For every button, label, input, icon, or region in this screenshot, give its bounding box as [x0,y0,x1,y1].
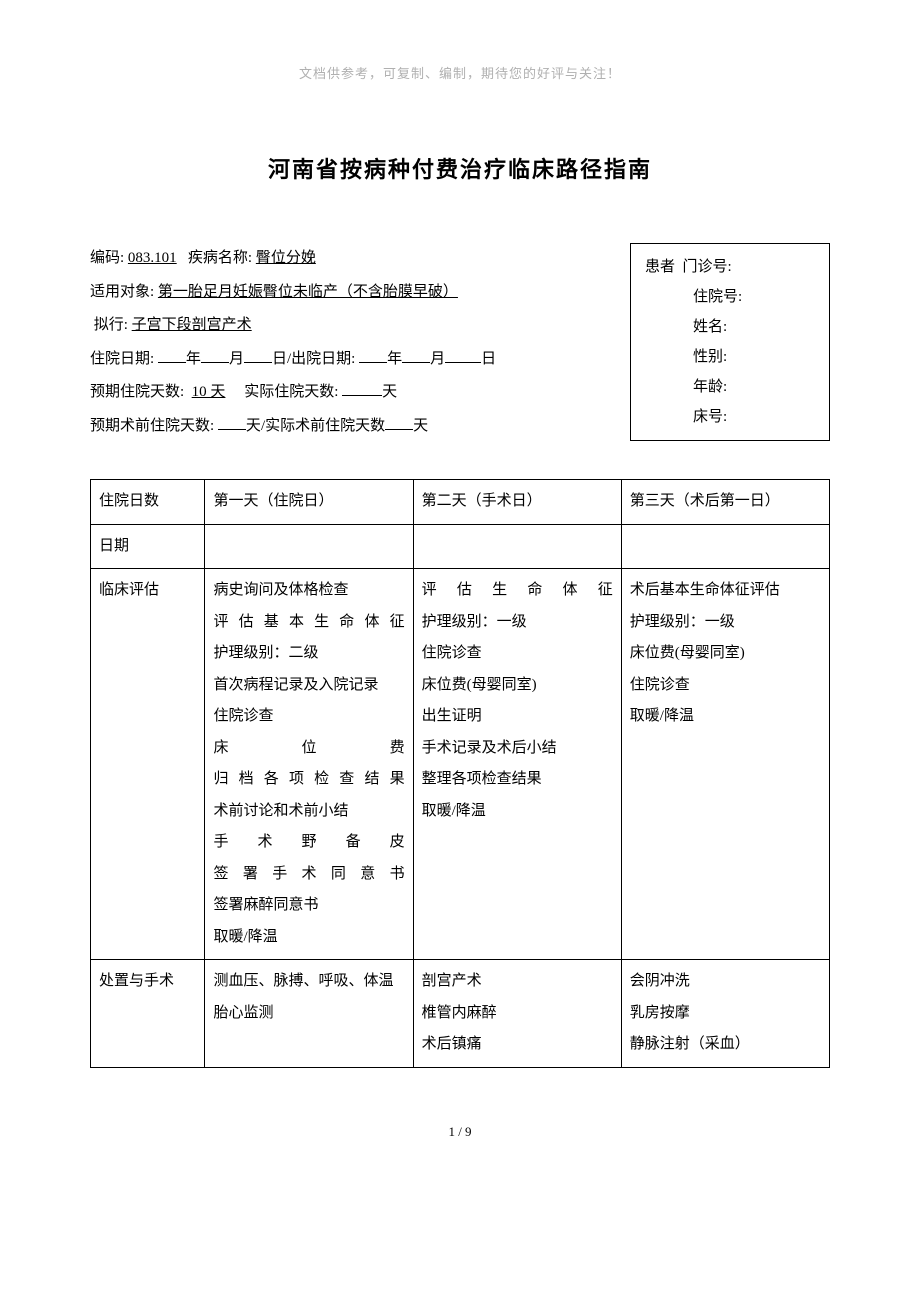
info-line-6: 预期术前住院天数: 天/实际术前住院天数天 [90,411,610,443]
code-value: 083.101 [128,250,177,266]
patient-row-4: 性别: [645,342,815,372]
actual-days-label: 实际住院天数: [244,384,338,400]
m1: 月 [229,351,244,367]
y1: 年 [186,351,201,367]
plan-value: 子宫下段剖宫产术 [132,317,252,333]
procedure-cell-3: 会阴冲洗乳房按摩静脉注射（采血） [621,960,829,1068]
sex-label: 性别: [693,349,727,365]
row-label-date: 日期 [91,524,205,569]
assessment-cell-2: 评估生命体征护理级别：一级住院诊查床位费(母婴同室)出生证明手术记录及术后小结整… [413,569,621,960]
outpatient-label: 门诊号: [683,259,732,275]
admit-label: 住院日期: [90,351,154,367]
col-header-2: 第二天（手术日） [413,480,621,525]
expected-days-label: 预期住院天数: [90,384,184,400]
page-title: 河南省按病种付费治疗临床路径指南 [90,147,830,193]
y2: 年 [387,351,402,367]
clinical-table: 住院日数 第一天（住院日） 第二天（手术日） 第三天（术后第一日） 日期 临床评… [90,479,830,1068]
info-line-5: 预期住院天数: 10 天 实际住院天数: 天 [90,377,610,409]
days-unit-3: 天 [413,418,428,434]
expected-days-value: 10 天 [192,384,226,400]
date-cell-2 [413,524,621,569]
table-row-date: 日期 [91,524,830,569]
row-label-assessment: 临床评估 [91,569,205,960]
date-cell-1 [205,524,413,569]
patient-row-2: 住院号: [645,282,815,312]
days-unit-2: 天 [246,418,261,434]
discharge-label: 出院日期: [291,351,355,367]
procedure-cell-2: 剖宫产术椎管内麻醉术后镇痛 [413,960,621,1068]
patient-header: 患者 [645,259,675,275]
table-header-row: 住院日数 第一天（住院日） 第二天（手术日） 第三天（术后第一日） [91,480,830,525]
assessment-cell-3: 术后基本生命体征评估护理级别：一级床位费(母婴同室)住院诊查取暖/降温 [621,569,829,960]
disease-label: 疾病名称: [188,250,252,266]
d2: 日 [481,351,496,367]
subject-value: 第一胎足月妊娠臀位未临产（不含胎膜早破） [158,284,458,300]
plan-label: 拟行: [94,317,128,333]
patient-row-5: 年龄: [645,372,815,402]
disease-value: 臀位分娩 [256,250,316,266]
d1: 日 [272,351,287,367]
patient-row-1: 患者 门诊号: [645,252,815,282]
col-header-3: 第三天（术后第一日） [621,480,829,525]
code-label: 编码: [90,250,124,266]
header-note: 文档供参考，可复制、编制，期待您的好评与关注！ [90,60,830,87]
info-left: 编码: 083.101 疾病名称: 臀位分娩 适用对象: 第一胎足月妊娠臀位未临… [90,243,630,444]
info-line-1: 编码: 083.101 疾病名称: 臀位分娩 [90,243,610,275]
preop-actual-label: 实际术前住院天数 [265,418,385,434]
info-line-4: 住院日期: 年月日/出院日期: 年月日 [90,344,610,376]
info-section: 编码: 083.101 疾病名称: 臀位分娩 适用对象: 第一胎足月妊娠臀位未临… [90,243,830,444]
info-line-2: 适用对象: 第一胎足月妊娠臀位未临产（不含胎膜早破） [90,277,610,309]
bed-label: 床号: [693,409,727,425]
col-header-0: 住院日数 [91,480,205,525]
patient-row-3: 姓名: [645,312,815,342]
date-cell-3 [621,524,829,569]
name-label: 姓名: [693,319,727,335]
age-label: 年龄: [693,379,727,395]
page-number: 1 / 9 [90,1118,830,1145]
info-line-3: 拟行: 子宫下段剖宫产术 [90,310,610,342]
subject-label: 适用对象: [90,284,154,300]
table-row-procedure: 处置与手术 测血压、脉搏、呼吸、体温胎心监测 剖宫产术椎管内麻醉术后镇痛 会阴冲… [91,960,830,1068]
row-label-procedure: 处置与手术 [91,960,205,1068]
table-row-assessment: 临床评估 病史询问及体格检查评估基本生命体征护理级别：二级首次病程记录及入院记录… [91,569,830,960]
assessment-cell-1: 病史询问及体格检查评估基本生命体征护理级别：二级首次病程记录及入院记录住院诊查床… [205,569,413,960]
procedure-cell-1: 测血压、脉搏、呼吸、体温胎心监测 [205,960,413,1068]
days-unit-1: 天 [382,384,397,400]
m2: 月 [430,351,445,367]
patient-box: 患者 门诊号: 住院号: 姓名: 性别: 年龄: 床号: [630,243,830,441]
inpatient-label: 住院号: [693,289,742,305]
preop-expected-label: 预期术前住院天数: [90,418,214,434]
col-header-1: 第一天（住院日） [205,480,413,525]
patient-row-6: 床号: [645,402,815,432]
